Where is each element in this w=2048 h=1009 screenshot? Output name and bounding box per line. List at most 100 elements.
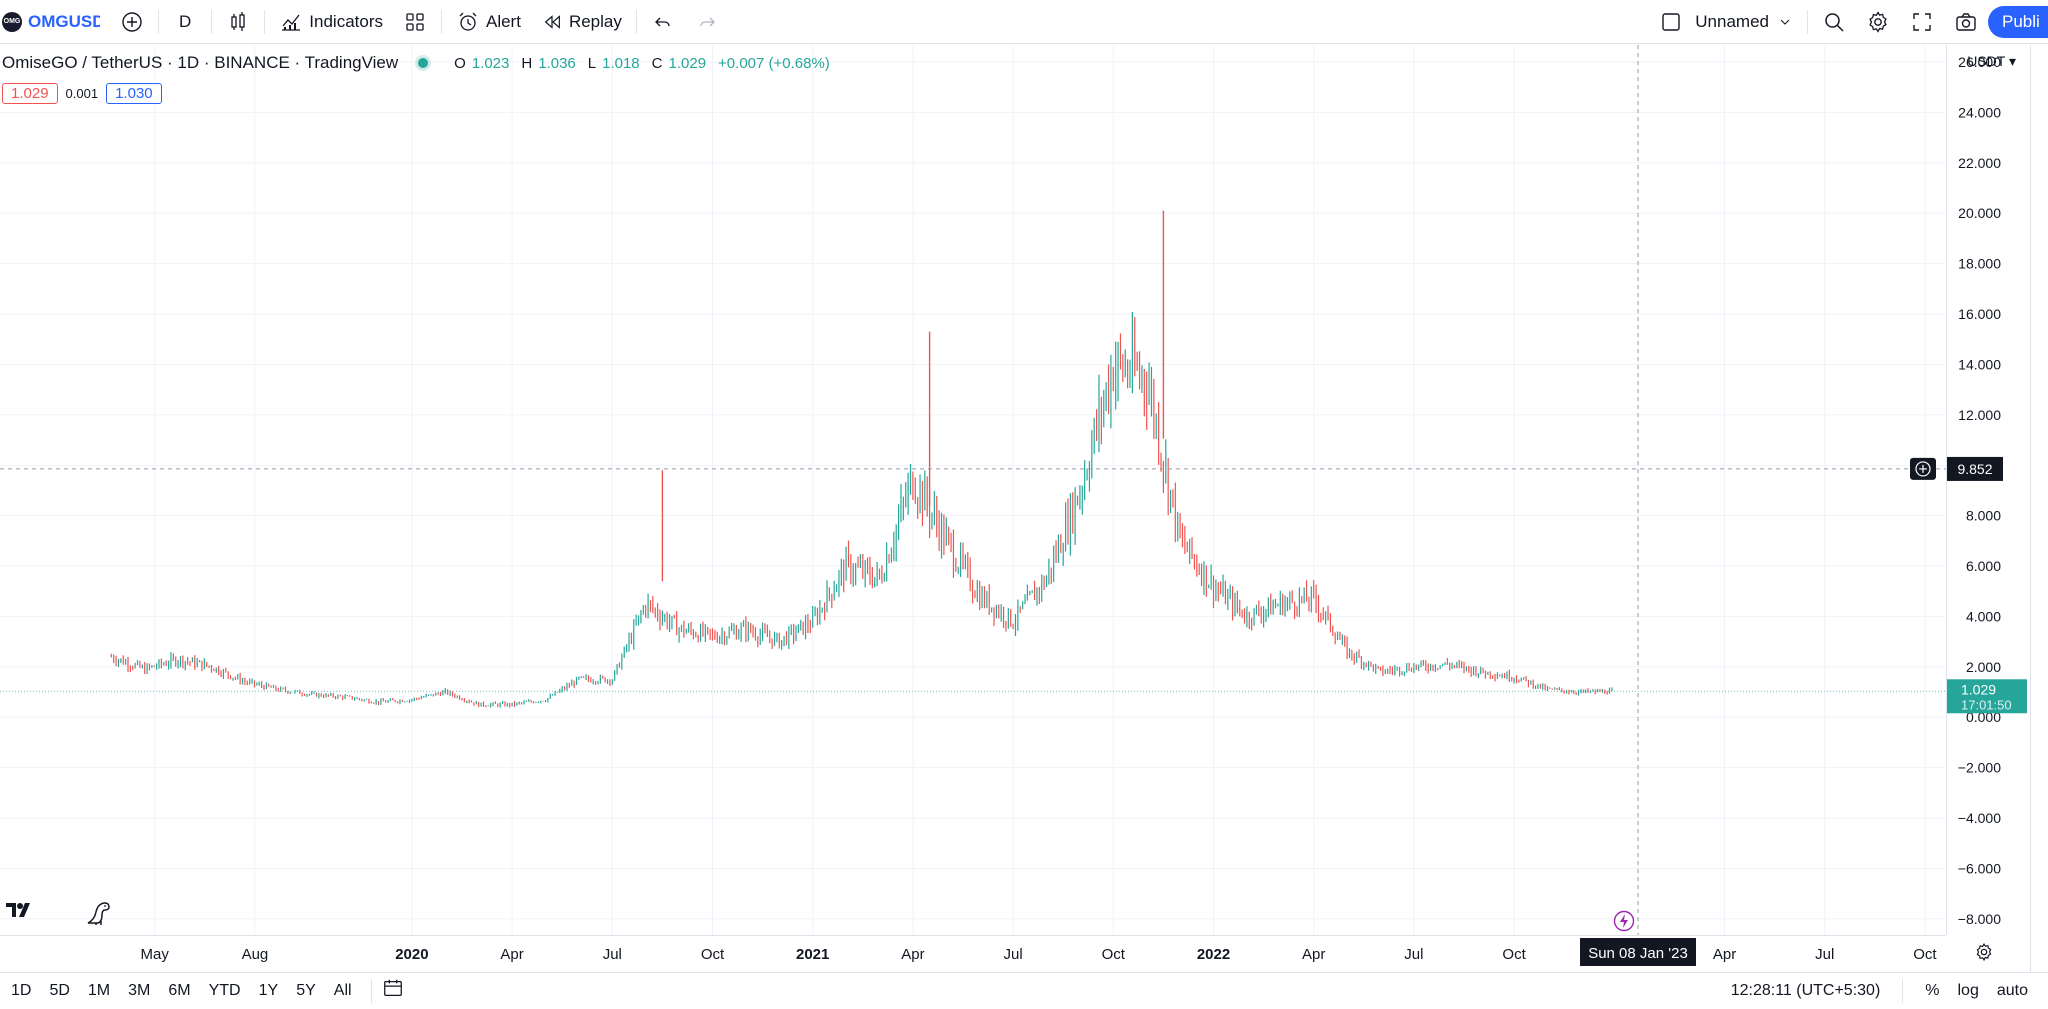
chart-grid xyxy=(0,45,1946,935)
gear-icon xyxy=(1869,11,1887,33)
close-value: 1.029 xyxy=(668,54,707,72)
price-chart[interactable] xyxy=(0,45,1946,935)
currency-selector[interactable]: USDT ▾ xyxy=(1967,53,2016,69)
snapshot-button[interactable] xyxy=(1944,0,1988,44)
bid-ask-row: 1.029 0.001 1.030 xyxy=(2,83,162,104)
time-tick-label: 2021 xyxy=(796,946,829,963)
crosshair-date-label: Sun 08 Jan '23 xyxy=(1580,938,1696,966)
range-button-1d[interactable]: 1D xyxy=(11,981,32,999)
time-axis[interactable]: May Aug 2020 Apr Jul Oct 2021 Apr Jul Oct 2022 Apr J… xyxy=(0,935,1946,971)
currency-label: USDT xyxy=(1967,53,2006,69)
time-tick-label: Jul xyxy=(1404,946,1423,963)
high-value: 1.036 xyxy=(538,54,576,72)
price-tick-label: 6.000 xyxy=(1966,558,2001,574)
symbol-logo: OMG xyxy=(2,11,22,32)
range-button-1y[interactable]: 1Y xyxy=(258,981,279,999)
range-button-3m[interactable]: 3M xyxy=(128,981,151,999)
open-key: O xyxy=(454,54,466,72)
price-tick-label: 26.000 xyxy=(1958,54,2001,70)
crosshair-price-value: 9.852 xyxy=(1957,461,1992,477)
layout-name: Unnamed xyxy=(1695,12,1769,31)
layout-button[interactable]: Unnamed xyxy=(1649,0,1803,44)
price-tick-label: 20.000 xyxy=(1958,205,2001,221)
timezone-settings-button[interactable] xyxy=(1974,942,1994,967)
go-to-date-button[interactable] xyxy=(382,977,404,1004)
low-key: L xyxy=(587,54,597,72)
time-axis-scale: May Aug 2020 Apr Jul Oct 2021 Apr Jul Oct 2022 Apr J… xyxy=(141,938,1937,966)
open-value: 1.023 xyxy=(471,54,510,72)
range-button-ytd[interactable]: YTD xyxy=(208,981,241,999)
range-button-5d[interactable]: 5D xyxy=(49,981,70,999)
fullscreen-button[interactable] xyxy=(1900,0,1944,44)
bottom-right-controls: 12:28:11 (UTC+5:30) % log auto xyxy=(1731,973,2048,1009)
layout-square-icon xyxy=(1662,13,1680,31)
last-price-bg xyxy=(1947,679,2027,714)
buy-price-button[interactable]: 1.030 xyxy=(106,83,162,104)
tradingview-logo-icon xyxy=(6,903,30,917)
compare-symbol-button[interactable] xyxy=(110,0,154,44)
toolbar-divider xyxy=(1902,979,1904,1003)
price-tick-label: −6.000 xyxy=(1958,860,2001,876)
price-tick-label: 16.000 xyxy=(1958,306,2001,322)
legend-title[interactable]: OmiseGO / TetherUS · 1D · BINANCE · Trad… xyxy=(2,53,399,72)
range-button-1m[interactable]: 1M xyxy=(87,981,111,999)
right-widget-bar[interactable] xyxy=(2030,45,2048,972)
tradingview-logo[interactable] xyxy=(6,901,34,925)
time-tick-label: 2022 xyxy=(1197,946,1230,963)
auto-scale-toggle[interactable]: auto xyxy=(1996,982,2028,999)
time-tick-label: Aug xyxy=(242,946,269,963)
crosshair-date-value: Sun 08 Jan '23 xyxy=(1588,945,1688,962)
market-status-icon[interactable] xyxy=(418,58,429,68)
toolbar-right: Unnamed xyxy=(1649,0,1988,44)
chart-legend: OmiseGO / TetherUS · 1D · BINANCE · Trad… xyxy=(2,53,830,73)
redo-button[interactable] xyxy=(685,0,729,44)
price-tick-label: 14.000 xyxy=(1958,356,2001,372)
time-tick-label: Jul xyxy=(1815,946,1834,963)
indicators-button[interactable]: Indicators xyxy=(269,0,393,44)
replay-button[interactable]: Replay xyxy=(531,0,632,44)
dino-button[interactable] xyxy=(84,897,114,932)
change-value: +0.007 (+0.68%) xyxy=(718,54,830,72)
time-tick-label: Oct xyxy=(1102,946,1126,963)
undo-button[interactable] xyxy=(641,0,685,44)
indicators-label: Indicators xyxy=(309,11,383,31)
price-axis[interactable]: USDT ▾ 26.000 24.000 22.000 20.000 18.000 16.… xyxy=(1946,45,2030,935)
price-tick-label: 8.000 xyxy=(1966,508,2001,524)
symbol-name: OMGUSDT xyxy=(28,11,100,31)
spread-value: 0.001 xyxy=(65,86,99,101)
chevron-down-icon xyxy=(1780,19,1790,25)
price-tick-label: −8.000 xyxy=(1958,911,2001,927)
interval-button[interactable]: D xyxy=(179,11,192,31)
alert-button[interactable]: Alert xyxy=(446,0,531,44)
alarm-clock-icon xyxy=(459,12,477,31)
candles xyxy=(110,210,1613,708)
symbol-search[interactable]: OMG OMGUSDT xyxy=(0,0,110,44)
range-button-5y[interactable]: 5Y xyxy=(296,981,316,999)
price-tick-label: 22.000 xyxy=(1958,155,2001,171)
publish-button[interactable]: Publi xyxy=(1988,6,2048,38)
price-tick-label: 4.000 xyxy=(1966,608,2001,624)
templates-button[interactable] xyxy=(393,0,437,44)
search-button[interactable] xyxy=(1812,0,1856,44)
time-tick-label: Oct xyxy=(701,946,725,963)
price-tick-label: −4.000 xyxy=(1958,810,2001,826)
crosshair-date-bg xyxy=(1580,938,1696,966)
range-button-all[interactable]: All xyxy=(333,981,352,999)
percent-scale-toggle[interactable]: % xyxy=(1925,982,1940,999)
clock-timezone[interactable]: 12:28:11 (UTC+5:30) xyxy=(1730,982,1881,999)
settings-button[interactable] xyxy=(1856,0,1900,44)
time-tick-label: 2020 xyxy=(395,946,428,963)
event-marker[interactable] xyxy=(1613,910,1635,937)
chart-pane[interactable]: OmiseGO / TetherUS · 1D · BINANCE · Trad… xyxy=(0,45,1946,935)
log-scale-toggle[interactable]: log xyxy=(1957,982,1979,999)
time-tick-label: Apr xyxy=(500,946,523,963)
toolbar-divider xyxy=(370,978,372,1003)
range-button-6m[interactable]: 6M xyxy=(168,981,191,999)
time-tick-label: Oct xyxy=(1913,946,1937,963)
sell-price-button[interactable]: 1.029 xyxy=(2,83,58,104)
toolbar-divider xyxy=(635,9,637,34)
gear-icon xyxy=(1976,942,1992,962)
chart-type-button[interactable] xyxy=(216,0,260,44)
time-tick-label: Apr xyxy=(1713,946,1736,963)
